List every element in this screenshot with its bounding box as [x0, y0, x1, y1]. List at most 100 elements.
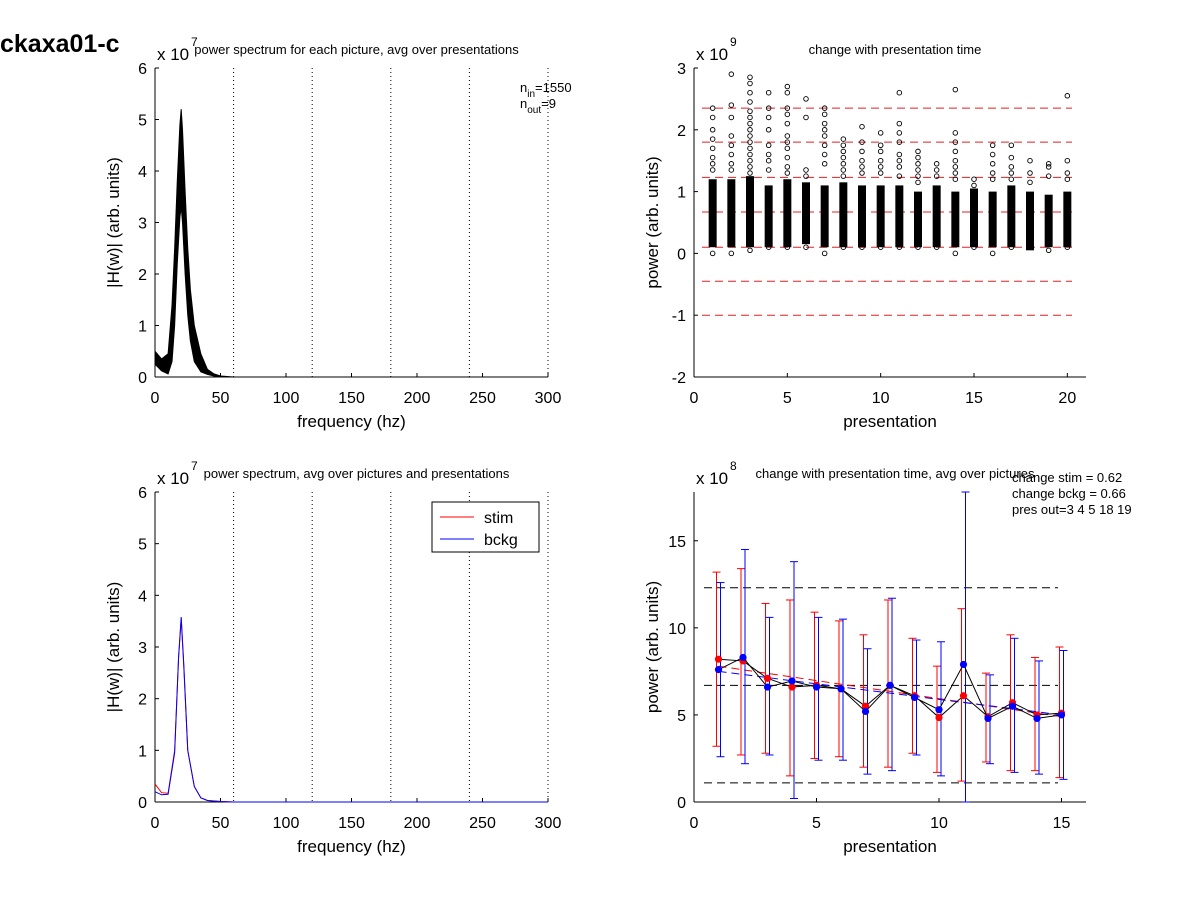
- x-tick-label: 300: [535, 390, 562, 407]
- scatter-point: [784, 170, 791, 176]
- scatter-point: [784, 111, 791, 118]
- scatter-point: [728, 151, 735, 158]
- scatter-point: [859, 157, 865, 164]
- scatter-point: [728, 71, 735, 77]
- exponent-power: 8: [730, 459, 737, 473]
- y-axis-label: |H(w)| (arb. units): [104, 582, 123, 713]
- scatter-point: [952, 164, 959, 170]
- x-tick-label: 0: [151, 815, 160, 832]
- scatter-point: [747, 127, 753, 133]
- scatter-point: [728, 167, 735, 173]
- chart-title: power spectrum for each picture, avg ove…: [194, 42, 519, 57]
- data-point-bckg: [714, 666, 723, 674]
- scatter-point: [747, 139, 753, 145]
- chart-title: change with presentation time, avg over …: [756, 466, 1035, 481]
- x-tick-label: 300: [535, 815, 562, 832]
- scatter-point: [896, 139, 903, 145]
- scatter-point: [747, 170, 753, 176]
- chart-title: power spectrum, avg over pictures and pr…: [204, 466, 510, 481]
- scatter-point: [803, 167, 809, 173]
- scatter-point: [1064, 244, 1071, 250]
- scatter-point: [784, 133, 791, 139]
- scatter-point: [784, 164, 791, 170]
- scatter-point: [821, 127, 828, 133]
- x-tick-label: 10: [872, 390, 890, 407]
- x-tick-label: 200: [404, 390, 431, 407]
- x-tick-label: 10: [930, 815, 948, 832]
- scatter-point: [784, 244, 791, 250]
- y-tick-label: 5: [138, 113, 147, 130]
- dense-point-cluster: [1026, 191, 1034, 251]
- scatter-point: [747, 133, 753, 139]
- chart-p3: 0 50 100 150 200 250 300 0 1 2 3 4 5 6 frequency (hz) |…: [104, 459, 561, 856]
- scatter-point: [896, 164, 903, 170]
- scatter-point: [765, 142, 772, 148]
- scatter-point: [1045, 247, 1052, 254]
- scatter-point: [1008, 170, 1015, 176]
- scatter-point: [747, 164, 753, 170]
- stat-annotation: change bckg = 0.66: [1012, 486, 1126, 501]
- scatter-point: [1027, 157, 1033, 164]
- dense-point-cluster: [858, 185, 866, 248]
- exponent-power: 7: [191, 459, 198, 473]
- scatter-point: [765, 157, 772, 164]
- scatter-point: [952, 157, 959, 164]
- scatter-point: [952, 148, 959, 155]
- scatter-point: [840, 154, 847, 161]
- scatter-point: [859, 123, 865, 130]
- spectrum-band: [154, 109, 548, 378]
- x-tick-label: 15: [1053, 815, 1071, 832]
- dense-point-cluster: [708, 179, 717, 248]
- x-tick-label: 20: [1058, 390, 1076, 407]
- scatter-point: [840, 142, 847, 148]
- scatter-point: [765, 167, 772, 173]
- scatter-point: [728, 142, 735, 148]
- scatter-point: [989, 142, 996, 148]
- scatter-point: [765, 105, 772, 111]
- scatter-point: [915, 154, 921, 161]
- data-point-bckg: [1008, 702, 1017, 710]
- x-axis-label: frequency (hz): [297, 412, 406, 431]
- dense-point-cluster: [988, 191, 997, 248]
- scatter-point: [1045, 164, 1052, 170]
- x-axis-label: presentation: [843, 412, 937, 431]
- x-tick-label: 150: [338, 815, 365, 832]
- scatter-point: [971, 176, 977, 182]
- scatter-point: [896, 157, 903, 164]
- data-point-bckg: [959, 660, 968, 669]
- y-tick-label: 2: [138, 692, 147, 709]
- scatter-point: [784, 89, 791, 96]
- data-point-bckg: [1057, 711, 1066, 719]
- scatter-point: [821, 151, 828, 158]
- scatter-point: [915, 173, 921, 179]
- figure-label: ckaxa01-c: [0, 30, 120, 58]
- data-point-stim: [788, 683, 796, 691]
- y-tick-label: 5: [677, 708, 686, 725]
- y-tick-label: 2: [138, 267, 147, 284]
- exponent-power: 9: [730, 35, 737, 49]
- y-tick-label: 4: [138, 164, 147, 181]
- scatter-point: [1027, 244, 1033, 250]
- scatter-point: [709, 145, 716, 152]
- scatter-point: [747, 108, 753, 115]
- scatter-point: [728, 161, 735, 167]
- scatter-point: [896, 173, 903, 179]
- x-tick-label: 15: [965, 390, 983, 407]
- scatter-point: [821, 142, 828, 148]
- scatter-point: [747, 247, 753, 254]
- scatter-point: [915, 179, 921, 186]
- x-tick-label: 100: [273, 815, 300, 832]
- data-point-stim: [959, 692, 968, 700]
- series-line-bckg: [154, 617, 548, 803]
- dense-point-cluster: [1063, 191, 1072, 248]
- scatter-point: [1045, 161, 1052, 167]
- x-tick-label: 150: [338, 390, 365, 407]
- scatter-point: [1064, 93, 1071, 99]
- data-point-bckg: [763, 683, 772, 691]
- scatter-point: [747, 99, 753, 105]
- chart-p4: 0 5 10 15 0 5 10 15 presentation power (arb. unit…: [643, 459, 1132, 856]
- scatter-point: [747, 80, 753, 87]
- data-point-bckg: [910, 693, 919, 702]
- exponent-base: x 10: [696, 469, 728, 488]
- scatter-point: [859, 244, 865, 250]
